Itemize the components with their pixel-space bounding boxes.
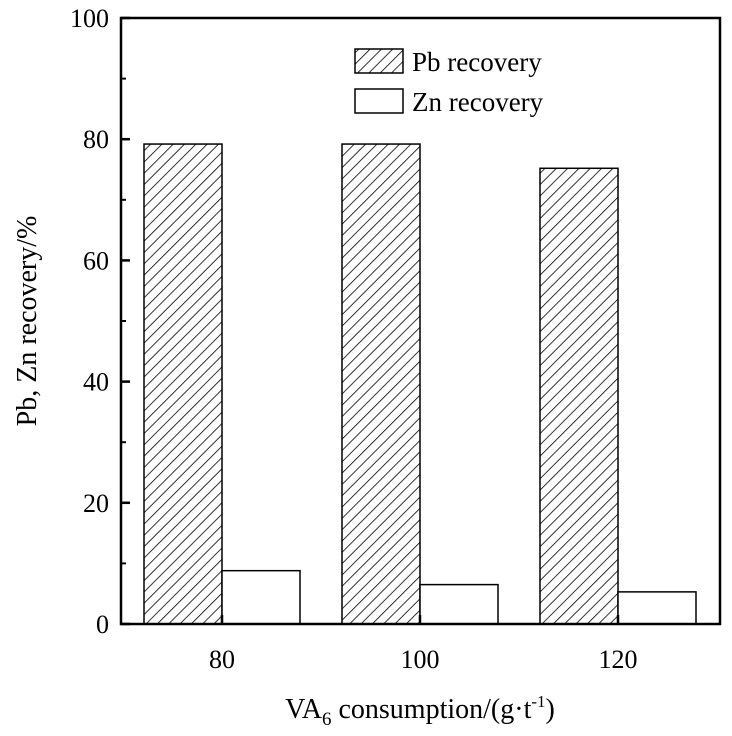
legend-label-zn: Zn recovery bbox=[412, 87, 544, 117]
x-axis-title-end: ) bbox=[546, 694, 555, 725]
y-tick-label: 100 bbox=[70, 4, 109, 33]
bar-pb-100 bbox=[341, 143, 421, 625]
y-tick-label: 60 bbox=[83, 246, 109, 275]
x-tick-label: 100 bbox=[401, 645, 440, 674]
x-tick-label: 120 bbox=[599, 645, 638, 674]
y-axis: 0 20 40 60 80 100 bbox=[70, 4, 130, 639]
x-axis: 80 100 120 bbox=[209, 615, 638, 674]
y-axis-title: Pb, Zn recovery/% bbox=[12, 216, 43, 427]
x-axis-title-rest: consumption/(g·t bbox=[331, 694, 531, 725]
legend: Pb recovery Zn recovery bbox=[354, 47, 544, 117]
bar-zn-80 bbox=[221, 569, 301, 625]
x-axis-title: VA6 consumption/(g·t-1) bbox=[285, 692, 555, 730]
y-tick-label: 20 bbox=[83, 489, 109, 518]
bars-group bbox=[143, 143, 697, 625]
legend-swatch-pb bbox=[354, 48, 404, 74]
bar-pb-120 bbox=[539, 167, 619, 625]
bar-zn-120 bbox=[617, 591, 697, 625]
x-axis-title-sub: 6 bbox=[322, 709, 332, 730]
bar-pb-80 bbox=[143, 143, 223, 625]
legend-swatch-zn bbox=[354, 88, 404, 114]
y-tick-label: 0 bbox=[96, 610, 109, 639]
bar-zn-100 bbox=[419, 583, 499, 625]
legend-label-pb: Pb recovery bbox=[412, 47, 542, 77]
y-tick-label: 80 bbox=[83, 125, 109, 154]
x-tick-label: 80 bbox=[209, 645, 235, 674]
y-tick-label: 40 bbox=[83, 368, 109, 397]
x-axis-title-main: VA bbox=[285, 694, 323, 725]
x-axis-title-sup: -1 bbox=[531, 692, 545, 711]
